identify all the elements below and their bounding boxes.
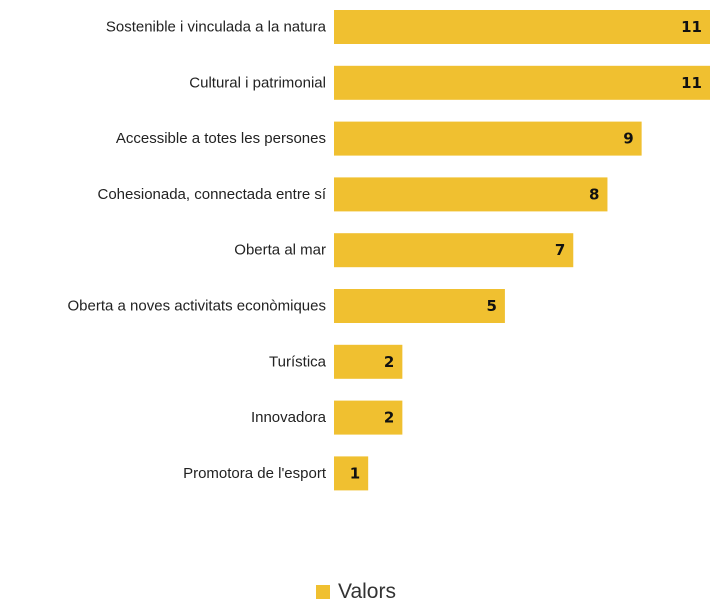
data-label: 8 <box>589 185 599 203</box>
data-label: 5 <box>486 297 496 315</box>
data-label: 1 <box>350 464 360 482</box>
category-label: Innovadora <box>251 409 327 426</box>
value-labels: 11 11 9 8 7 5 2 2 1 <box>350 18 702 482</box>
category-label: Oberta al mar <box>234 242 326 259</box>
bar[interactable] <box>334 344 403 379</box>
category-label: Turística <box>269 353 327 370</box>
data-label: 2 <box>384 353 394 371</box>
bar[interactable] <box>334 121 642 156</box>
bar[interactable] <box>334 400 403 435</box>
bar[interactable] <box>334 289 505 323</box>
category-labels: Sostenible i vinculada a la natura Cultur… <box>68 19 327 482</box>
bar[interactable] <box>334 233 574 268</box>
data-label: 7 <box>555 241 565 259</box>
bar[interactable] <box>334 177 608 212</box>
bar[interactable] <box>334 10 710 44</box>
legend[interactable]: Valors <box>0 580 712 604</box>
category-label: Sostenible i vinculada a la natura <box>106 19 327 36</box>
bar-chart: Sostenible i vinculada a la natura Cultur… <box>68 10 710 491</box>
category-label: Oberta a noves activitats econòmiques <box>68 298 326 315</box>
legend-label: Valors <box>338 580 396 603</box>
data-label: 9 <box>623 130 633 148</box>
category-label: Accessible a totes les persones <box>116 130 326 147</box>
category-label: Cohesionada, connectada entre sí <box>98 186 327 203</box>
bar[interactable] <box>334 65 710 100</box>
data-label: 2 <box>384 409 394 427</box>
bar[interactable] <box>334 456 369 491</box>
category-label: Promotora de l'esport <box>183 465 327 482</box>
data-label: 11 <box>681 18 702 36</box>
category-label: Cultural i patrimonial <box>189 74 326 91</box>
bars-layer <box>334 10 710 491</box>
data-label: 11 <box>681 74 702 92</box>
legend-swatch <box>316 585 331 599</box>
